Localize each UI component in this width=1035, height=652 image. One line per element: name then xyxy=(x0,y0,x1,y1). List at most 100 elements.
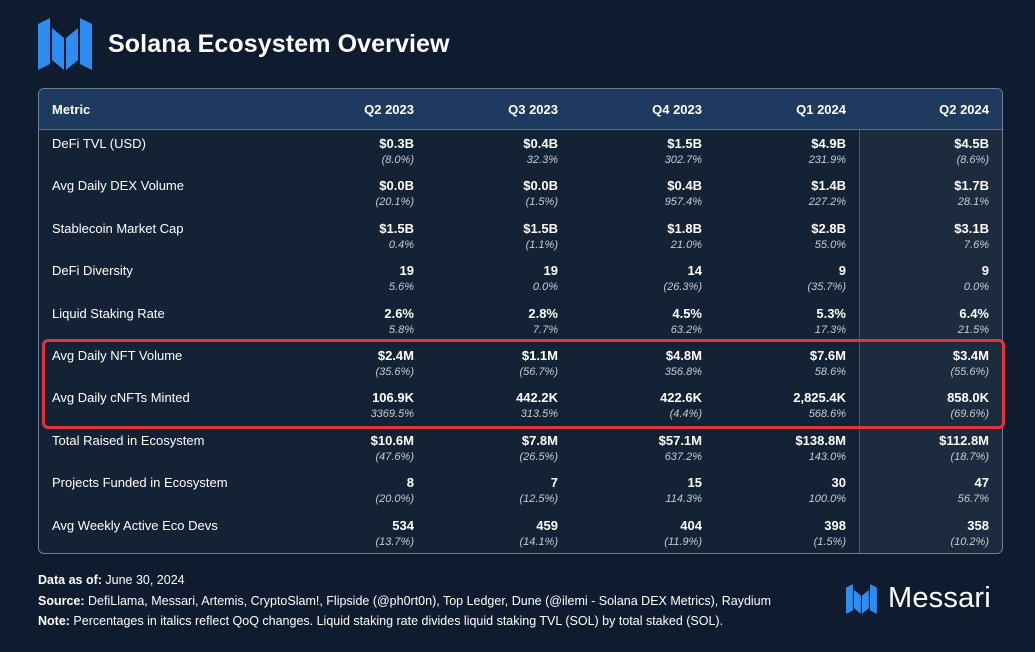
table-cell: $0.0B (1.5%) xyxy=(438,178,558,210)
table-cell: 9 (35.7%) xyxy=(726,263,846,295)
table-cell: $138.8M 143.0% xyxy=(726,433,846,465)
cell-qoq-change: 0.4% xyxy=(388,238,414,251)
cell-qoq-change: (35.7%) xyxy=(807,281,846,294)
table-row: Avg Daily DEX Volume $0.0B (20.1%) $0.0B (1.… xyxy=(39,172,1002,214)
cell-qoq-change: (12.5%) xyxy=(519,493,558,506)
cell-value: $4.9B xyxy=(811,136,846,151)
cell-qoq-change: (69.6%) xyxy=(950,408,989,421)
cell-qoq-change: (11.9%) xyxy=(664,535,702,548)
table-row: Projects Funded in Ecosystem 8 (20.0%) 7 (12… xyxy=(39,469,1002,511)
cell-value: 4.5% xyxy=(672,305,702,321)
table-cell: 442.2K 313.5% xyxy=(438,390,558,422)
cell-value: 15 xyxy=(687,475,702,491)
cell-value: 106.9K xyxy=(372,390,414,406)
footer-data-as-of: Data as of: June 30, 2024 xyxy=(38,573,185,587)
table-cell: $1.1M (56.7%) xyxy=(438,348,558,380)
cell-value: 459 xyxy=(536,517,558,533)
table-row: DeFi TVL (USD) $0.3B (8.0%) $0.4B 32.3% $1.5B… xyxy=(39,130,1002,172)
table-row: Liquid Staking Rate 2.6% 5.8% 2.8% 7.7% 4.5% 6… xyxy=(39,300,1002,342)
cell-qoq-change: (4.4%) xyxy=(669,408,702,421)
cell-value: $1.5B xyxy=(379,220,414,236)
cell-qoq-change: (56.7%) xyxy=(519,365,558,378)
cell-qoq-change: 56.7% xyxy=(957,493,989,506)
table-cell: 6.4% 21.5% xyxy=(869,306,989,338)
cell-qoq-change: 7.7% xyxy=(532,323,558,336)
metric-label: DeFi Diversity xyxy=(52,263,133,279)
cell-qoq-change: 114.3% xyxy=(665,493,703,506)
table-body: DeFi TVL (USD) $0.3B (8.0%) $0.4B 32.3% $1.5B… xyxy=(39,130,1002,553)
column-header-metric: Metric xyxy=(52,101,91,117)
table-cell: $2.8B 55.0% xyxy=(726,221,846,253)
cell-value: $2.4M xyxy=(377,347,414,363)
cell-qoq-change: 55.0% xyxy=(814,238,846,251)
table-cell: 404 (11.9%) xyxy=(582,518,702,550)
table-cell: 8 (20.0%) xyxy=(294,475,414,507)
cell-value: 6.4% xyxy=(959,305,989,321)
cell-qoq-change: (1.1%) xyxy=(525,238,558,251)
metric-label: Total Raised in Ecosystem xyxy=(52,432,205,448)
cell-qoq-change: (18.7%) xyxy=(950,450,989,463)
footer-source: Source: DefiLlama, Messari, Artemis, Cry… xyxy=(38,593,772,608)
cell-value: $0.4B xyxy=(523,136,558,151)
table-cell: $1.7B 28.1% xyxy=(869,178,989,210)
cell-value: 19 xyxy=(543,263,558,279)
metric-label: Liquid Staking Rate xyxy=(52,305,165,321)
cell-value: 2,825.4K xyxy=(793,390,846,406)
cell-qoq-change: (20.1%) xyxy=(375,196,414,209)
cell-value: 358 xyxy=(967,517,989,533)
cell-value: $3.1B xyxy=(954,220,989,236)
cell-qoq-change: 17.3% xyxy=(814,323,846,336)
table-cell: $3.1B 7.6% xyxy=(869,221,989,253)
table-cell: $1.5B (1.1%) xyxy=(438,221,558,253)
metric-label: DeFi TVL (USD) xyxy=(52,136,146,151)
table-cell: $0.4B 957.4% xyxy=(582,178,702,210)
table-cell: 2,825.4K 568.6% xyxy=(726,390,846,422)
column-header-q1-2024: Q1 2024 xyxy=(796,101,846,117)
table-cell: $0.0B (20.1%) xyxy=(294,178,414,210)
table-cell: $0.3B (8.0%) xyxy=(294,136,414,168)
cell-value: 2.6% xyxy=(384,305,414,321)
cell-value: 404 xyxy=(680,517,702,533)
table-cell: 9 0.0% xyxy=(869,263,989,295)
cell-qoq-change: 0.0% xyxy=(963,281,989,294)
page-header: Solana Ecosystem Overview xyxy=(38,18,450,70)
table-cell: $1.4B 227.2% xyxy=(726,178,846,210)
table-cell: $0.4B 32.3% xyxy=(438,136,558,168)
table-cell: 14 (26.3%) xyxy=(582,263,702,295)
cell-qoq-change: 100.0% xyxy=(808,493,846,506)
table-cell: $112.8M (18.7%) xyxy=(869,433,989,465)
cell-qoq-change: 143.0% xyxy=(808,450,846,463)
cell-qoq-change: 231.9% xyxy=(808,154,846,166)
table-cell: 15 114.3% xyxy=(582,475,703,507)
page-title: Solana Ecosystem Overview xyxy=(108,29,450,58)
cell-qoq-change: (1.5%) xyxy=(525,196,558,209)
cell-value: $4.8M xyxy=(665,347,702,363)
cell-value: 5.3% xyxy=(816,305,846,321)
column-header-q4-2023: Q4 2023 xyxy=(652,101,702,117)
table-cell: $3.4M (55.6%) xyxy=(869,348,989,380)
table-cell: $57.1M 637.2% xyxy=(582,433,702,465)
brand-name: Messari xyxy=(888,582,991,614)
table-cell: 5.3% 17.3% xyxy=(726,306,846,338)
cell-value: $57.1M xyxy=(658,432,702,448)
table-cell: $1.8B 21.0% xyxy=(582,221,702,253)
cell-qoq-change: 313.5% xyxy=(520,408,558,421)
table-cell: $10.6M (47.6%) xyxy=(294,433,414,465)
brand-logo: Messari xyxy=(846,582,991,615)
table-cell: 7 (12.5%) xyxy=(438,475,558,507)
table-cell: $4.9B 231.9% xyxy=(726,136,846,168)
cell-value: 9 xyxy=(981,263,989,279)
table-cell: 19 5.6% xyxy=(294,263,414,295)
cell-value: 398 xyxy=(824,517,846,533)
messari-brand-icon xyxy=(846,583,877,614)
table-cell: 2.6% 5.8% xyxy=(294,306,414,338)
cell-value: $138.8M xyxy=(795,432,846,448)
table-row: Stablecoin Market Cap $1.5B 0.4% $1.5B (1.1%… xyxy=(39,215,1002,257)
table-cell: 398 (1.5%) xyxy=(726,518,846,550)
table-cell: 106.9K 3369.5% xyxy=(294,390,414,422)
cell-value: $112.8M xyxy=(939,432,989,448)
cell-value: $10.6M xyxy=(370,432,414,448)
cell-qoq-change: 21.0% xyxy=(670,238,702,251)
cell-qoq-change: (20.0%) xyxy=(375,493,414,506)
column-header-q2-2023: Q2 2023 xyxy=(364,101,414,117)
